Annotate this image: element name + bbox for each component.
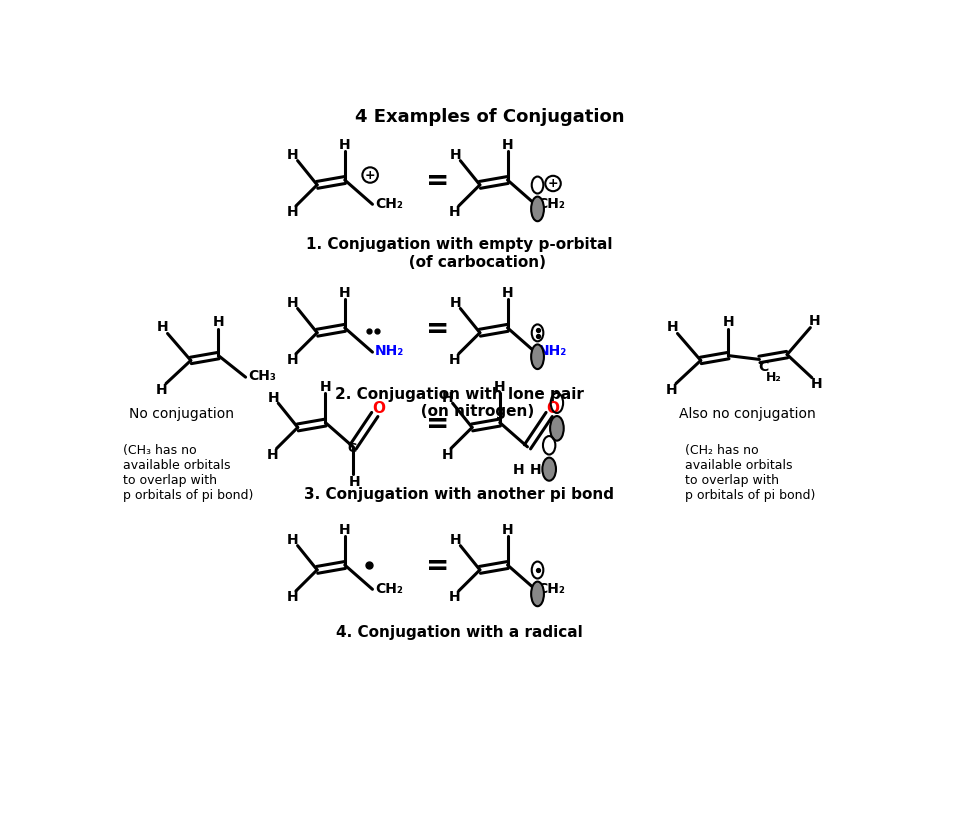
Ellipse shape	[532, 196, 544, 221]
Text: H: H	[502, 523, 513, 537]
Text: H: H	[811, 376, 822, 390]
Text: 4 Examples of Conjugation: 4 Examples of Conjugation	[356, 109, 624, 126]
Text: H: H	[319, 381, 331, 395]
Text: H: H	[339, 523, 351, 537]
Text: C: C	[348, 442, 357, 455]
Text: H: H	[349, 475, 360, 489]
Text: H: H	[442, 448, 453, 462]
Text: CH₂: CH₂	[375, 581, 402, 595]
Text: H: H	[502, 138, 513, 152]
Text: O: O	[547, 401, 559, 416]
Text: H: H	[809, 315, 821, 329]
Text: H: H	[450, 148, 462, 162]
Text: H: H	[449, 590, 461, 604]
Text: H: H	[287, 533, 299, 547]
Text: H: H	[286, 353, 298, 367]
Text: +: +	[365, 169, 376, 182]
Text: =: =	[425, 315, 449, 343]
Text: H: H	[723, 315, 734, 329]
Text: NH₂: NH₂	[537, 344, 567, 358]
Ellipse shape	[542, 458, 556, 481]
Text: H: H	[268, 390, 279, 404]
Text: H₂: H₂	[767, 372, 782, 385]
Text: +: +	[548, 177, 558, 190]
Text: H: H	[287, 296, 299, 310]
Text: 4. Conjugation with a radical: 4. Conjugation with a radical	[336, 626, 582, 640]
Text: NH₂: NH₂	[375, 344, 404, 358]
Text: H: H	[287, 148, 299, 162]
Text: 3. Conjugation with another pi bond: 3. Conjugation with another pi bond	[304, 487, 614, 501]
Text: H: H	[512, 463, 524, 477]
Text: Also no conjugation: Also no conjugation	[679, 408, 815, 422]
Text: H: H	[667, 321, 679, 335]
Text: CH₂: CH₂	[375, 196, 402, 210]
Text: =: =	[425, 167, 449, 195]
Text: No conjugation: No conjugation	[129, 408, 234, 422]
Text: =: =	[425, 552, 449, 580]
Text: (CH₃ has no
available orbitals
to overlap with
p orbitals of pi bond): (CH₃ has no available orbitals to overla…	[123, 444, 253, 501]
Text: CH₃: CH₃	[249, 368, 276, 382]
Ellipse shape	[532, 344, 544, 369]
Text: H: H	[449, 205, 461, 219]
Text: (CH₂ has no
available orbitals
to overlap with
p orbitals of pi bond): (CH₂ has no available orbitals to overla…	[685, 444, 815, 501]
Text: =: =	[425, 409, 449, 437]
Text: H: H	[502, 285, 513, 299]
Text: H: H	[157, 321, 168, 335]
Text: O: O	[372, 401, 385, 416]
Text: H: H	[286, 205, 298, 219]
Text: C: C	[758, 360, 769, 374]
Text: 1. Conjugation with empty p-orbital
       (of carbocation): 1. Conjugation with empty p-orbital (of …	[306, 238, 612, 270]
Text: CH₂: CH₂	[537, 581, 565, 595]
Text: H: H	[450, 533, 462, 547]
Text: H: H	[267, 448, 278, 462]
Text: H: H	[442, 390, 454, 404]
Text: H: H	[286, 590, 298, 604]
Text: H: H	[494, 381, 506, 395]
Ellipse shape	[532, 582, 544, 606]
Text: H: H	[450, 296, 462, 310]
Text: 2. Conjugation with lone pair
       (on nitrogen): 2. Conjugation with lone pair (on nitrog…	[335, 386, 583, 419]
Text: H: H	[449, 353, 461, 367]
Text: H: H	[212, 315, 225, 329]
Text: H: H	[530, 463, 541, 477]
Text: CH₂: CH₂	[537, 196, 565, 210]
Text: H: H	[665, 383, 677, 397]
Ellipse shape	[550, 416, 564, 441]
Text: H: H	[339, 285, 351, 299]
Text: H: H	[339, 138, 351, 152]
Text: H: H	[156, 383, 167, 397]
